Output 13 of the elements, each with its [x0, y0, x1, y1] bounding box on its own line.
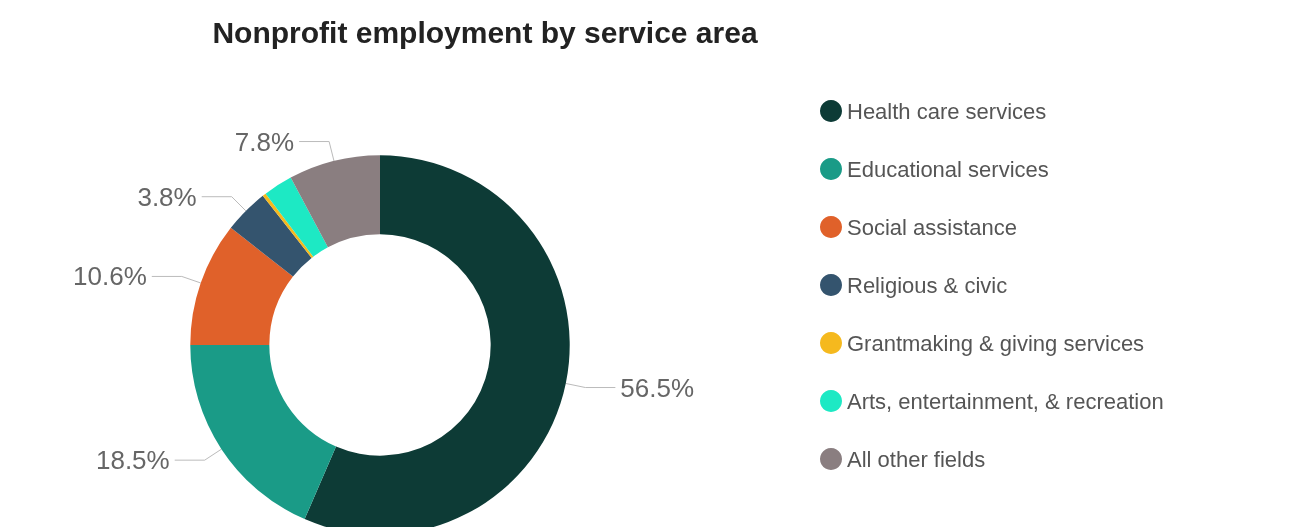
- legend-label: Educational services: [847, 156, 1049, 182]
- data-label: 10.6%: [73, 261, 147, 292]
- legend-label: Grantmaking & giving services: [847, 330, 1145, 356]
- legend-label: All other fields: [847, 446, 986, 472]
- legend-label: Arts, entertainment, & recreation: [847, 388, 1164, 414]
- legend-label: Health care services: [847, 98, 1047, 124]
- data-label: 7.8%: [234, 126, 295, 157]
- chart-title: Nonprofit employment by service area: [212, 15, 758, 49]
- legend-label: Religious & civic: [847, 272, 1008, 298]
- legend-label: Social assistance: [847, 214, 1017, 240]
- data-label: 18.5%: [95, 445, 170, 476]
- data-label: 3.8%: [137, 181, 197, 212]
- data-label: 56.5%: [620, 372, 695, 403]
